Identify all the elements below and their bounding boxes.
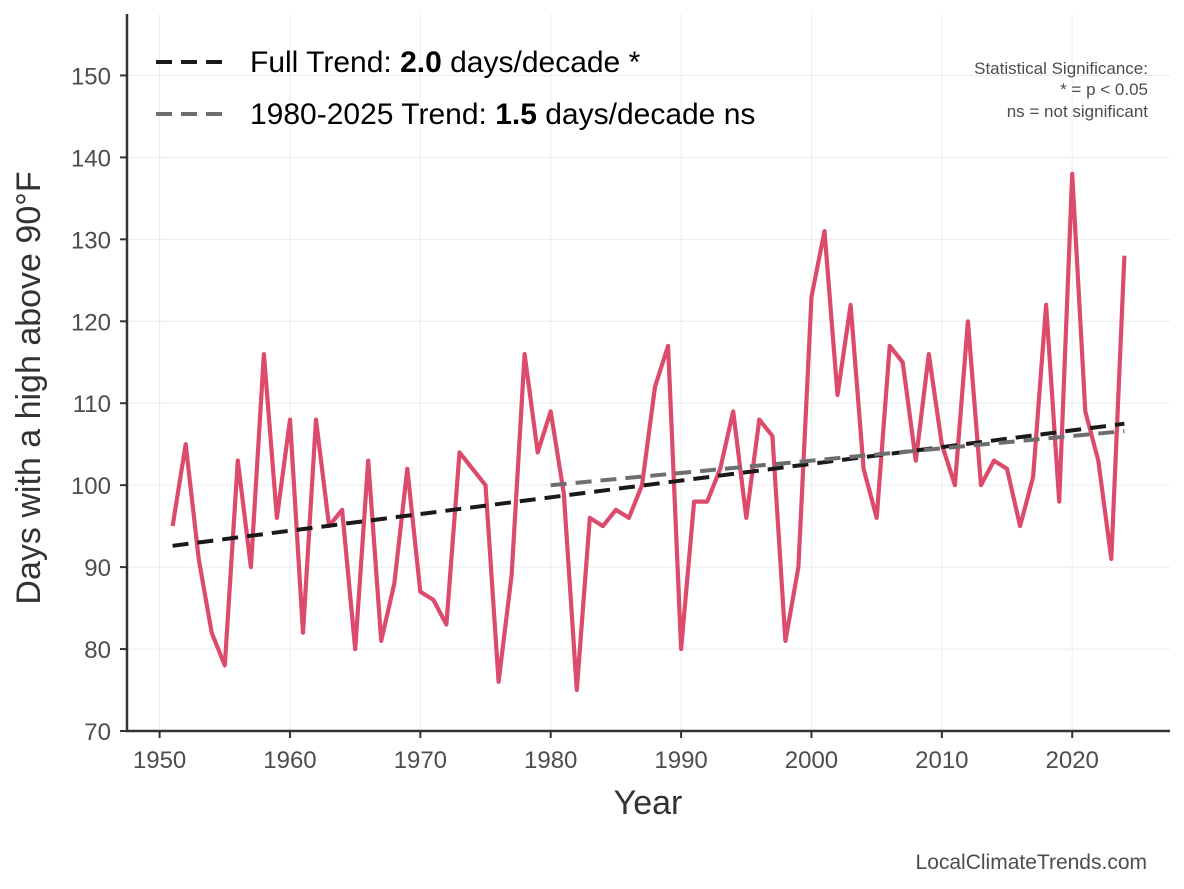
y-axis-title: Days with a high above 90°F xyxy=(10,171,48,604)
y-tick-label: 90 xyxy=(84,555,111,582)
legend: Full Trend: 2.0 days/decade * 1980-2025 … xyxy=(156,46,755,131)
x-axis-title: Year xyxy=(614,784,683,822)
legend-label-full-trend: Full Trend: 2.0 days/decade * xyxy=(250,46,641,79)
legend-prefix-1980-trend: 1980-2025 Trend: xyxy=(250,98,495,131)
axes xyxy=(125,14,1170,733)
significance-note-line-3: ns = not significant xyxy=(1007,102,1149,121)
legend-suffix-full-trend: days/decade * xyxy=(442,46,641,79)
trend-line-1980-2025 xyxy=(550,429,1125,488)
legend-value-full-trend: 2.0 xyxy=(400,46,442,79)
y-tick-label: 70 xyxy=(84,719,111,746)
legend-suffix-1980-trend: days/decade ns xyxy=(537,98,755,131)
y-tick-label: 130 xyxy=(71,227,111,254)
credit-text: LocalClimateTrends.com xyxy=(916,851,1147,874)
legend-prefix-full-trend: Full Trend: xyxy=(250,46,400,79)
x-tick-label: 1950 xyxy=(133,747,186,774)
y-tick-label: 80 xyxy=(84,637,111,664)
legend-value-1980-trend: 1.5 xyxy=(495,98,537,131)
significance-note-line-1: Statistical Significance: xyxy=(974,59,1148,78)
x-tick-label: 1980 xyxy=(524,747,577,774)
series-line-days-above-90 xyxy=(170,171,1127,693)
trend-line-full xyxy=(172,421,1125,548)
y-tick-label: 100 xyxy=(71,473,111,500)
y-tick-label: 150 xyxy=(71,63,111,90)
significance-note-line-2: * = p < 0.05 xyxy=(1060,80,1148,99)
y-tick-label: 110 xyxy=(73,391,111,418)
legend-label-1980-trend: 1980-2025 Trend: 1.5 days/decade ns xyxy=(250,98,755,131)
ticks: 1950 1960 1970 1980 1990 2000 2010 2020 70 80 90 10… xyxy=(71,63,1099,774)
x-tick-label: 2010 xyxy=(915,747,968,774)
x-tick-label: 1970 xyxy=(394,747,447,774)
y-tick-label: 120 xyxy=(71,309,111,336)
x-tick-label: 1990 xyxy=(654,747,707,774)
x-tick-label: 2020 xyxy=(1046,747,1099,774)
series-layer xyxy=(170,171,1127,693)
y-tick-label: 140 xyxy=(71,145,111,172)
x-tick-label: 1960 xyxy=(263,747,316,774)
x-tick-label: 2000 xyxy=(785,747,838,774)
significance-note: Statistical Significance: * = p < 0.05 n… xyxy=(974,59,1148,121)
